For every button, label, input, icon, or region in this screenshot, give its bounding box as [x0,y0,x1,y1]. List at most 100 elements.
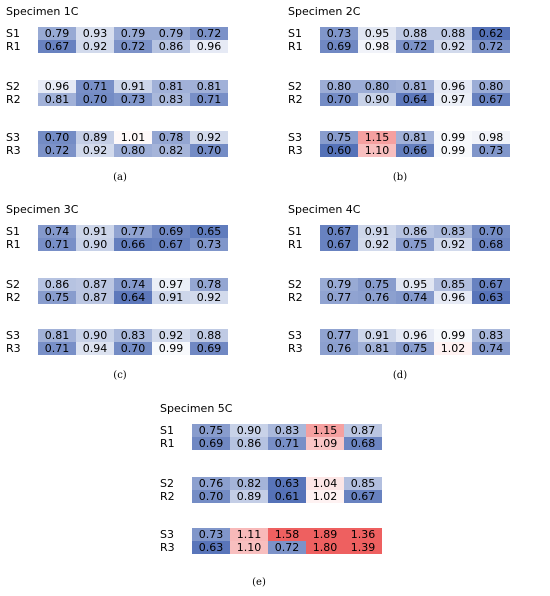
heatmap-cell: 0.92 [190,291,228,304]
row-label: R3 [6,342,21,355]
heatmap-row: R1 0.67 0.92 0.75 0.92 0.68 [288,238,510,251]
heatmap-cell: 1.02 [306,490,344,503]
heatmap-cell: 0.83 [434,225,472,238]
heatmap-cell: 0.73 [472,144,510,157]
heatmap-row: R3 0.72 0.92 0.80 0.82 0.70 [6,144,228,157]
heatmap-cell: 0.73 [320,27,358,40]
heatmap-cell: 0.76 [358,291,396,304]
row-label: S3 [6,329,20,342]
heatmap-row: S3 0.75 1.15 0.81 0.99 0.98 [288,131,510,144]
heatmap-row: R3 0.60 1.10 0.66 0.99 0.73 [288,144,510,157]
heatmap-cell: 0.88 [434,27,472,40]
heatmap-cell: 0.95 [396,278,434,291]
panel-title: Specimen 5C [160,402,233,415]
heatmap-cell: 0.70 [114,342,152,355]
row-label: S1 [160,424,174,437]
heatmap-cell: 1.01 [114,131,152,144]
row-label: S3 [288,131,302,144]
heatmap-row: S2 0.86 0.87 0.74 0.97 0.78 [6,278,228,291]
heatmap-row: R3 0.63 1.10 0.72 1.80 1.39 [160,541,382,554]
heatmap-cell: 0.97 [152,278,190,291]
row-label: R2 [288,93,303,106]
heatmap-cell: 0.96 [396,329,434,342]
heatmap-cell: 0.68 [344,437,382,450]
row-group: S3 0.75 1.15 0.81 0.99 0.98 R3 0.60 1.10 0.66 0.99… [288,131,510,157]
heatmap-cell: 0.86 [230,437,268,450]
heatmap-row: S1 0.67 0.91 0.86 0.83 0.70 [288,225,510,238]
heatmap-cell: 1.80 [306,541,344,554]
heatmap-cell: 0.92 [358,238,396,251]
heatmap-row: S1 0.79 0.93 0.79 0.79 0.72 [6,27,228,40]
heatmap-cell: 1.39 [344,541,382,554]
row-label: S2 [160,477,174,490]
heatmap-cell: 0.83 [472,329,510,342]
row-label: R3 [160,541,175,554]
heatmap-cell: 0.79 [38,27,76,40]
heatmap-cell: 0.75 [396,238,434,251]
heatmap-row: R2 0.70 0.90 0.64 0.97 0.67 [288,93,510,106]
heatmap-cell: 0.75 [38,291,76,304]
heatmap-cell: 0.77 [320,329,358,342]
heatmap-cell: 0.98 [472,131,510,144]
row-group: S1 0.74 0.91 0.77 0.69 0.65 R1 0.71 0.90 0.66 0.67… [6,225,228,251]
heatmap-cell: 0.87 [344,424,382,437]
row-label: S1 [288,27,302,40]
heatmap-cell: 0.75 [396,342,434,355]
heatmap-cell: 0.81 [396,131,434,144]
heatmap-row: R3 0.71 0.94 0.70 0.99 0.69 [6,342,228,355]
heatmap-cell: 0.81 [358,342,396,355]
panel-b: Specimen 2C S1 0.73 0.95 0.88 0.88 0.62 R1 0.69 0… [288,5,550,185]
heatmap-cell: 0.67 [152,238,190,251]
heatmap-cell: 0.73 [114,93,152,106]
heatmap-cell: 0.93 [76,27,114,40]
heatmap-cell: 0.79 [152,27,190,40]
heatmap-row: R3 0.76 0.81 0.75 1.02 0.74 [288,342,510,355]
heatmap-cell: 0.87 [76,291,114,304]
heatmap-cell: 0.86 [38,278,76,291]
row-label: S1 [288,225,302,238]
heatmap-row: S2 0.80 0.80 0.81 0.96 0.80 [288,80,510,93]
row-label: R1 [288,40,303,53]
row-group: S2 0.96 0.71 0.91 0.81 0.81 R2 0.81 0.70 0.73 0.83… [6,80,228,106]
heatmap-cell: 0.62 [472,27,510,40]
heatmap-cell: 0.72 [190,27,228,40]
row-label: R1 [288,238,303,251]
heatmap-cell: 0.83 [114,329,152,342]
heatmap-cell: 0.82 [152,144,190,157]
row-group: S3 0.73 1.11 1.58 1.89 1.36 R3 0.63 1.10 0.72 1.80… [160,528,382,554]
heatmap-cell: 0.72 [114,40,152,53]
heatmap-cell: 0.91 [152,291,190,304]
heatmap-cell: 0.69 [192,437,230,450]
row-label: R3 [288,342,303,355]
heatmap-cell: 0.68 [472,238,510,251]
row-label: S1 [6,27,20,40]
heatmap-row: R2 0.75 0.87 0.64 0.91 0.92 [6,291,228,304]
heatmap-cell: 0.96 [38,80,76,93]
heatmap-row: S1 0.74 0.91 0.77 0.69 0.65 [6,225,228,238]
heatmap-cell: 0.74 [396,291,434,304]
heatmap-cell: 0.78 [190,278,228,291]
heatmap-row: S2 0.79 0.75 0.95 0.85 0.67 [288,278,510,291]
row-label: R1 [160,437,175,450]
heatmap-cell: 0.85 [434,278,472,291]
heatmap-cell: 0.94 [76,342,114,355]
row-group: S2 0.76 0.82 0.63 1.04 0.85 R2 0.70 0.89 0.61 1.02… [160,477,382,503]
row-group: S1 0.67 0.91 0.86 0.83 0.70 R1 0.67 0.92 0.75 0.92… [288,225,510,251]
heatmap-cell: 0.69 [190,342,228,355]
panel-caption: (c) [113,370,127,381]
heatmap-cell: 0.67 [472,278,510,291]
heatmap-cell: 0.74 [38,225,76,238]
heatmap-cell: 0.92 [190,131,228,144]
heatmap-cell: 1.15 [306,424,344,437]
heatmap-cell: 0.82 [230,477,268,490]
heatmap-cell: 1.58 [268,528,306,541]
panel-title: Specimen 2C [288,5,361,18]
heatmap-cell: 0.88 [396,27,434,40]
heatmap-cell: 0.99 [434,329,472,342]
heatmap-cell: 0.92 [76,144,114,157]
heatmap-cell: 0.91 [114,80,152,93]
row-group: S1 0.75 0.90 0.83 1.15 0.87 R1 0.69 0.86 0.71 1.09… [160,424,382,450]
heatmap-cell: 0.78 [152,131,190,144]
heatmap-cell: 0.73 [192,528,230,541]
heatmap-cell: 0.99 [434,144,472,157]
